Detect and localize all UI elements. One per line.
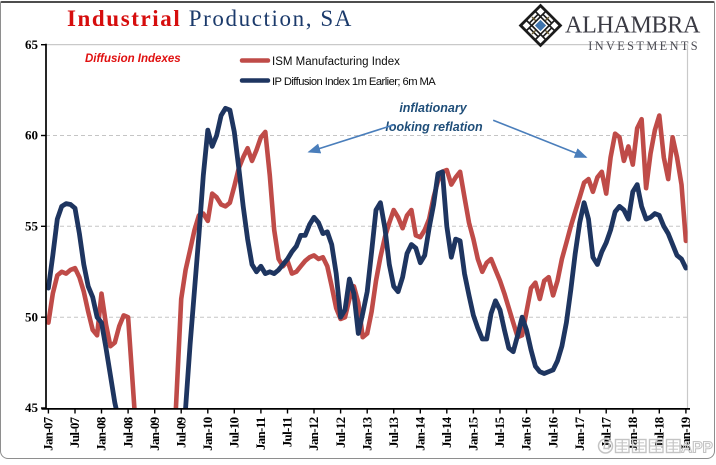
svg-text:Jan-08: Jan-08	[94, 416, 109, 451]
svg-text:IP Diffusion Index 1m Earlier;: IP Diffusion Index 1m Earlier; 6m MA	[272, 76, 436, 88]
svg-text:INVESTMENTS: INVESTMENTS	[588, 39, 700, 53]
svg-text:Diffusion Indexes: Diffusion Indexes	[85, 53, 181, 65]
svg-text:Jan-16: Jan-16	[519, 416, 534, 451]
svg-text:Jul-14: Jul-14	[439, 416, 454, 448]
svg-text:Jul-12: Jul-12	[333, 417, 348, 448]
svg-text:Jan-10: Jan-10	[200, 417, 215, 451]
svg-text:Jan-17: Jan-17	[572, 416, 587, 451]
svg-text:Jul-09: Jul-09	[173, 416, 188, 448]
svg-text:Jan-09: Jan-09	[147, 416, 162, 451]
svg-text:Jul-08: Jul-08	[120, 416, 135, 448]
svg-text:Jul-07: Jul-07	[67, 416, 82, 448]
svg-text:APP: APP	[681, 440, 713, 457]
svg-text:Jul-13: Jul-13	[386, 416, 401, 448]
svg-text:ISM Manufacturing Index: ISM Manufacturing Index	[272, 56, 400, 68]
svg-text:Jan-07: Jan-07	[41, 416, 56, 451]
svg-text:ALHAMBRA: ALHAMBRA	[565, 13, 701, 39]
svg-text:Jan-14: Jan-14	[413, 416, 428, 451]
svg-text:Jan-11: Jan-11	[253, 417, 268, 450]
svg-text:Jan-19: Jan-19	[678, 416, 693, 451]
svg-text:50: 50	[25, 309, 38, 324]
svg-text:Jul-16: Jul-16	[545, 416, 560, 448]
svg-text:Jan-15: Jan-15	[466, 416, 481, 451]
svg-text:Jan-13: Jan-13	[359, 416, 374, 451]
svg-text:65: 65	[25, 37, 39, 52]
svg-text:Jan-12: Jan-12	[306, 417, 321, 451]
svg-text:looking reflation: looking reflation	[385, 120, 483, 134]
svg-text:Jul-15: Jul-15	[492, 416, 507, 448]
svg-text:45: 45	[25, 400, 39, 415]
svg-text:Jul-11: Jul-11	[280, 417, 295, 447]
svg-text:Jul-10: Jul-10	[227, 417, 242, 448]
svg-text:inflationary: inflationary	[399, 101, 467, 115]
svg-text:55: 55	[25, 219, 39, 234]
svg-text:60: 60	[25, 128, 38, 143]
